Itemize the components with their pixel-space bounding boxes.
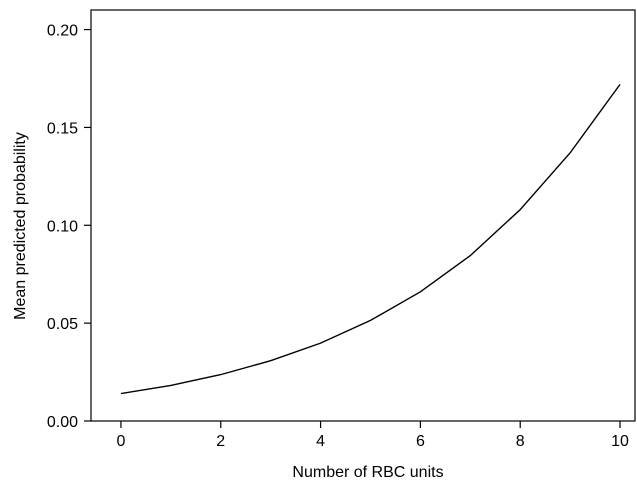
series-layer [120, 83, 621, 395]
y-tick-label: 0.10 [47, 218, 78, 235]
x-tick-label: 10 [611, 433, 629, 450]
y-tick-label: 0.00 [47, 414, 78, 431]
x-tick-label: 2 [216, 433, 225, 450]
y-tick-label: 0.20 [47, 23, 78, 40]
plot-border [90, 9, 636, 422]
y-tick-label: 0.05 [47, 316, 78, 333]
x-axis-title: Number of RBC units [292, 464, 443, 481]
x-tick-label: 8 [516, 433, 525, 450]
y-tick-label: 0.15 [47, 120, 78, 137]
y-axis: 0.00 0.05 0.10 0.15 0.20 [47, 23, 91, 431]
x-axis: 0 2 4 6 8 10 [116, 421, 629, 450]
series-line [120, 83, 621, 395]
x-tick-label: 6 [416, 433, 425, 450]
x-tick-label: 0 [116, 433, 125, 450]
x-tick-label: 4 [316, 433, 325, 450]
y-axis-title: Mean predicted probability [12, 132, 29, 320]
plot-frame [90, 9, 636, 422]
